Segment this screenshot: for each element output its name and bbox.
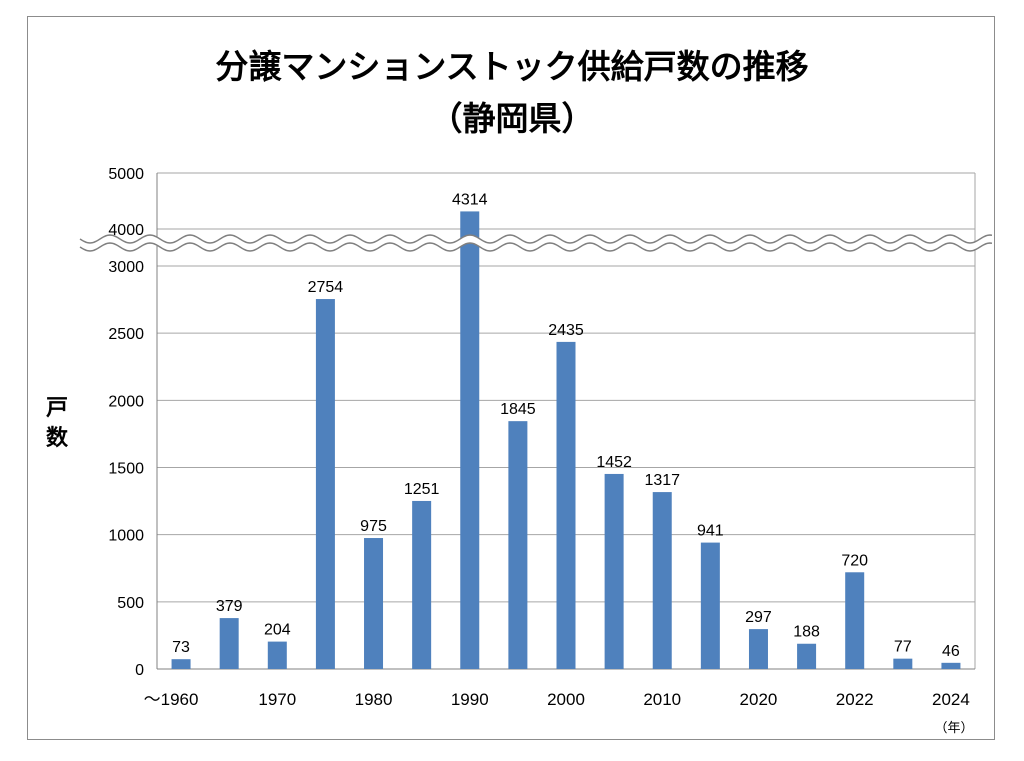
data-label: 941 <box>697 523 724 540</box>
bar <box>364 538 384 669</box>
data-label: 379 <box>216 598 243 615</box>
bars <box>171 211 961 669</box>
y-axis-label: 戸数 <box>42 394 72 454</box>
data-label: 4314 <box>452 191 488 208</box>
bar <box>219 618 239 669</box>
data-label: 297 <box>745 609 772 626</box>
bar <box>941 662 961 669</box>
axis-break-wave <box>79 242 993 252</box>
bar <box>412 500 432 669</box>
x-tick-label: 1990 <box>451 690 489 709</box>
y-axis-label-char: 数 <box>45 426 68 451</box>
axis-break-band <box>80 235 992 251</box>
y-tick-label: 1500 <box>108 461 144 478</box>
bar <box>748 629 768 669</box>
x-tick-label: ～1960 <box>144 690 199 709</box>
bar <box>700 542 720 669</box>
data-label: 2435 <box>548 322 584 339</box>
data-label: 1251 <box>404 481 440 498</box>
data-label: 975 <box>360 518 387 535</box>
bar <box>893 658 913 669</box>
chart-subtitle: （静岡県） <box>429 99 595 138</box>
x-tick-label: 2020 <box>740 690 778 709</box>
data-label: 1845 <box>500 401 536 418</box>
y-tick-label: 0 <box>135 662 144 679</box>
y-tick-label: 500 <box>117 595 144 612</box>
data-label: 1452 <box>596 454 632 471</box>
x-tick-label: 1970 <box>258 690 296 709</box>
data-label: 1317 <box>644 472 680 489</box>
x-tick-label: 1980 <box>355 690 393 709</box>
axis-break-wave <box>79 234 993 244</box>
x-tick-label: 2024 <box>932 690 970 709</box>
bar <box>845 572 865 669</box>
y-tick-labels: 0 500 1000 1500 2000 2500 3000 4000 5000 <box>108 166 144 679</box>
y-axis-label-char: 戸 <box>45 396 68 421</box>
x-tick-labels: ～1960 1970 1980 1990 2000 2010 2020 2022 2024 <box>144 690 970 709</box>
bar <box>171 659 191 669</box>
y-tick-label: 5000 <box>108 166 144 183</box>
y-tick-label: 2500 <box>108 326 144 343</box>
bar <box>460 211 480 669</box>
bar <box>508 421 528 669</box>
y-tick-label: 4000 <box>108 222 144 239</box>
bar <box>797 643 817 669</box>
bar <box>556 341 576 669</box>
x-tick-label: 2022 <box>836 690 874 709</box>
data-label: 204 <box>264 622 291 639</box>
bar <box>652 492 672 669</box>
data-label: 73 <box>172 639 190 656</box>
axis-break <box>79 234 993 252</box>
x-axis-unit: （年） <box>934 721 973 736</box>
data-label: 188 <box>793 624 820 641</box>
y-tick-label: 3000 <box>108 259 144 276</box>
y-tick-label: 1000 <box>108 528 144 545</box>
data-label: 46 <box>942 643 960 660</box>
data-labels: 73 379 204 2754 975 1251 4314 1845 2435 1452 1317 9… <box>172 191 960 659</box>
bar <box>267 641 287 669</box>
bar <box>604 473 624 669</box>
data-label: 2754 <box>308 279 344 296</box>
x-tick-label: 2000 <box>547 690 585 709</box>
data-label: 720 <box>841 552 868 569</box>
bar <box>315 299 335 669</box>
data-label: 77 <box>894 639 912 656</box>
chart-title: 分譲マンションストック供給戸数の推移 <box>215 47 809 86</box>
x-tick-label: 2010 <box>643 690 681 709</box>
y-tick-label: 2000 <box>108 393 144 410</box>
